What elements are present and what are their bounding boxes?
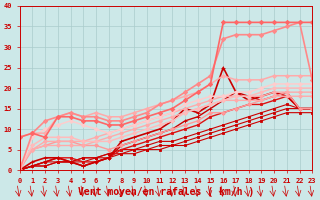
X-axis label: Vent moyen/en rafales ( km/h ): Vent moyen/en rafales ( km/h ) bbox=[78, 187, 254, 197]
